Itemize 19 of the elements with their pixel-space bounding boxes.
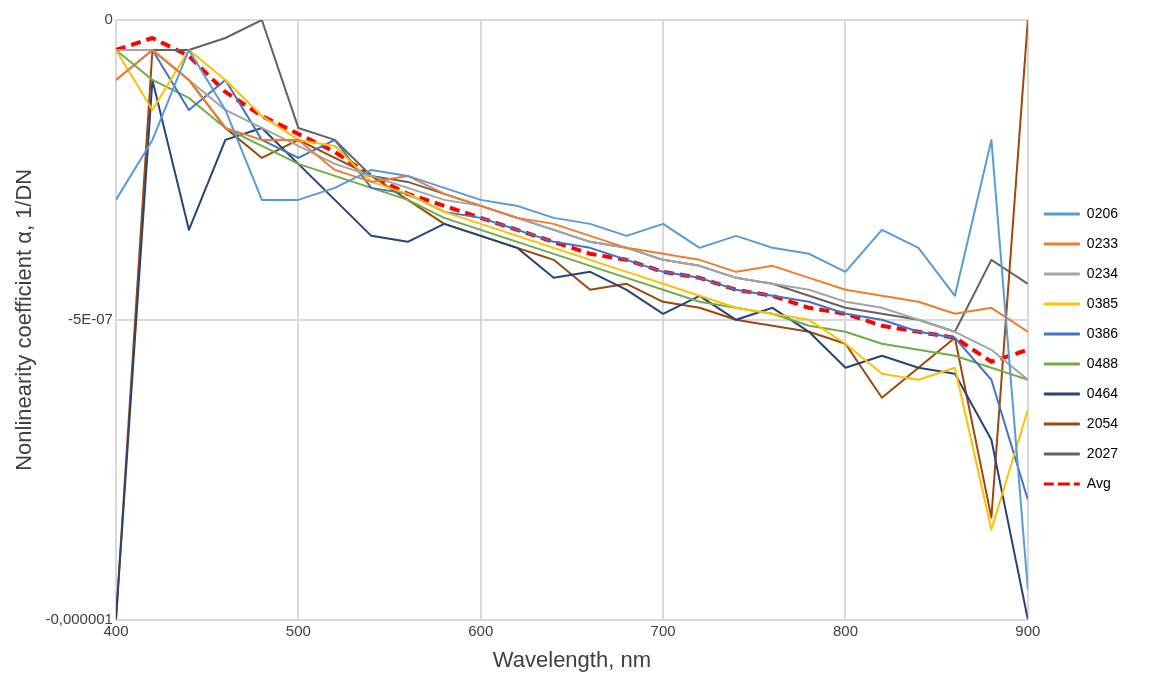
y-tick-label: 0: [104, 10, 113, 28]
x-axis-title: Wavelength, nm: [492, 646, 651, 672]
legend-label: 0234: [1086, 264, 1119, 281]
legend-label: 2027: [1086, 444, 1119, 461]
x-tick-label: 800: [832, 621, 858, 639]
x-tick-label: 600: [468, 621, 494, 639]
x-tick-label: 500: [285, 621, 311, 639]
x-tick-label: 700: [650, 621, 676, 639]
legend-label: 0233: [1086, 234, 1119, 251]
legend-label: 0464: [1086, 384, 1119, 401]
legend-label: 0385: [1086, 294, 1119, 311]
legend-label: 0488: [1086, 354, 1119, 371]
y-axis-title: Nonlinearity coefficient α, 1/DN: [11, 168, 37, 471]
legend-label: 0386: [1086, 324, 1119, 341]
x-tick-label: 900: [1015, 621, 1041, 639]
legend-label: 0206: [1086, 204, 1119, 221]
y-tick-label: -5E-07: [67, 309, 113, 327]
legend-label: Avg: [1086, 474, 1111, 491]
legend-label: 2054: [1086, 414, 1119, 431]
